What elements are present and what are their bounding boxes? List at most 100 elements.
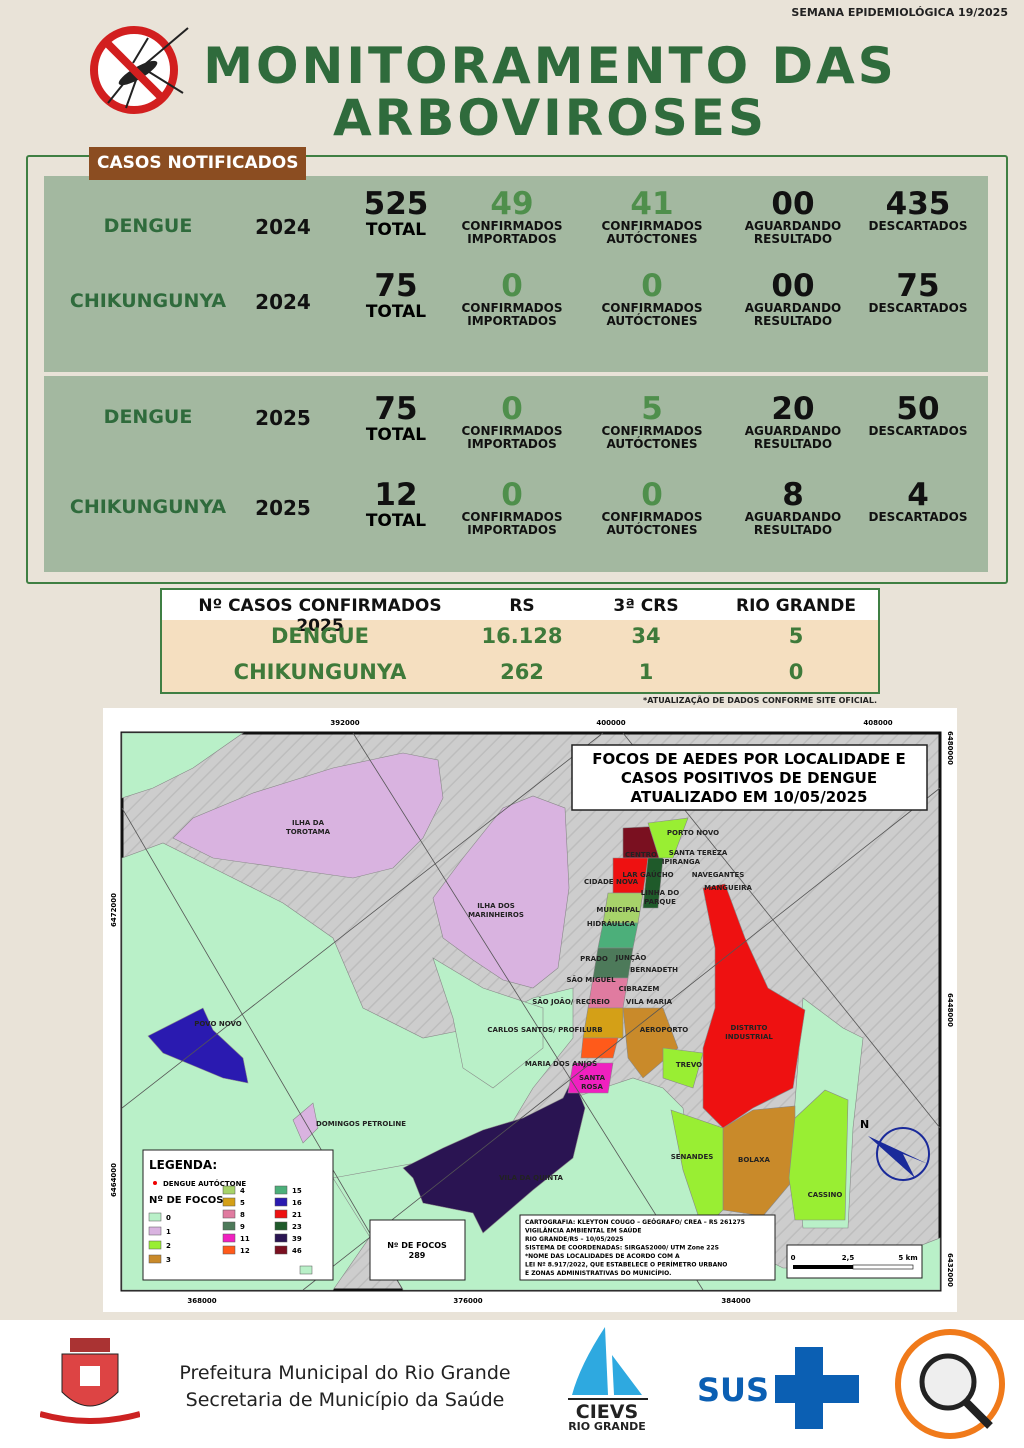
title: MONITORAMENTO DAS ARBOVIROSES [200, 40, 900, 144]
awaiting-value: 8 [782, 477, 804, 513]
credits: CARTOGRAFIA: KLEYTON COUGO – GEÓGRAFO/ C… [525, 1219, 745, 1277]
legend-swatch [222, 1233, 236, 1243]
legend-swatch [148, 1240, 162, 1250]
legend-swatch [274, 1221, 288, 1231]
imported: 0 CONFIRMADOS IMPORTADOS [442, 479, 582, 537]
legend-swatch [274, 1209, 288, 1219]
place-label: MUNICIPAL [596, 906, 640, 914]
coord: 376000 [453, 1297, 482, 1305]
discarded-value: 75 [896, 268, 940, 304]
summary-header: RS [509, 596, 535, 616]
summary-row [162, 620, 878, 656]
total-value: 75 [374, 268, 418, 304]
legend-label: 1 [166, 1228, 171, 1236]
map-title: ATUALIZADO EM 10/05/2025 [631, 788, 868, 806]
scale-bar [852, 1264, 914, 1270]
place-label: ROSA [581, 1083, 603, 1091]
place-label: VILA MARIA [626, 998, 673, 1006]
legend-label: 23 [292, 1223, 302, 1231]
total-label: TOTAL [365, 511, 427, 531]
summary-header: 3ª CRS [613, 596, 679, 616]
north: N [860, 1118, 869, 1131]
awaiting-value: 00 [771, 186, 815, 222]
awaiting: 8 AGUARDANDO RESULTADO [723, 479, 863, 537]
legend-label: 39 [292, 1235, 302, 1243]
map-title: CASOS POSITIVOS DE DENGUE [621, 769, 877, 787]
place-label: MANGUEIRA [704, 884, 752, 892]
cases-panel-2024 [44, 176, 988, 372]
discarded: 75 DESCARTADOS [848, 270, 988, 315]
cievs-name: CIEVS [576, 1401, 638, 1423]
cases-frame [26, 155, 1008, 584]
vigilancia-logo [895, 1329, 1005, 1439]
map-title-box [571, 744, 928, 811]
imported: 0 CONFIRMADOS IMPORTADOS [442, 393, 582, 451]
place-label: PORTO NOVO [667, 829, 719, 837]
place-label: TOROTAMA [286, 828, 331, 836]
focos-label: Nº DE FOCOS [387, 1241, 447, 1250]
place-label: BOLAXA [738, 1156, 771, 1164]
autochthonous-value: 0 [641, 477, 663, 513]
sus-name: SUS [697, 1371, 769, 1409]
place-label: SANTA TEREZA [669, 849, 728, 857]
disease: DENGUE [103, 215, 193, 237]
autochthonous-label: CONFIRMADOS AUTÓCTONES [601, 510, 703, 537]
imported-value: 0 [501, 268, 523, 304]
legend-swatch [148, 1226, 162, 1236]
credit-line: VIGILÂNCIA AMBIENTAL EM SAÚDE [525, 1228, 642, 1235]
cases-badge: CASOS NOTIFICADOS [89, 147, 307, 180]
year: 2025 [255, 406, 311, 430]
autochthonous-label: CONFIRMADOS AUTÓCTONES [601, 424, 703, 451]
summary-cell: DENGUE [271, 624, 369, 648]
total: 75 TOTAL [326, 393, 466, 445]
scale-label: 0 [791, 1254, 796, 1262]
legend-label: 46 [292, 1247, 302, 1255]
legend-box [142, 1149, 334, 1281]
autochthonous-value: 5 [641, 391, 663, 427]
mosquito-icon [90, 26, 189, 114]
coord: 392000 [330, 719, 359, 727]
place-label: INDUSTRIAL [725, 1033, 773, 1041]
autochthonous: 5 CONFIRMADOS AUTÓCTONES [582, 393, 722, 451]
place-label: SANTA [579, 1074, 606, 1082]
coord: 6480000 [946, 731, 954, 765]
place-label: PRADO [580, 955, 608, 963]
imported: 0 CONFIRMADOS IMPORTADOS [442, 270, 582, 328]
legend-swatch [222, 1185, 236, 1195]
total-label: TOTAL [365, 302, 427, 322]
disease: CHIKUNGUNYA [69, 290, 227, 312]
total-label: TOTAL [365, 220, 427, 240]
discarded: 50 DESCARTADOS [848, 393, 988, 438]
summary-cell: CHIKUNGUNYA [233, 660, 407, 684]
place-label: BERNADETH [630, 966, 678, 974]
year: 2024 [255, 290, 311, 314]
place-label: ILHA DA [292, 819, 325, 827]
coord: 6472000 [110, 893, 118, 927]
credit-line: RIO GRANDE/RS – 10/05/2025 [525, 1236, 623, 1243]
disease: CHIKUNGUNYA [69, 496, 227, 518]
place-label: LAR GAÚCHO [622, 870, 673, 879]
sus-logo: SUS [697, 1347, 859, 1429]
legend-title: LEGENDA: [149, 1158, 217, 1172]
legend-swatch [274, 1233, 288, 1243]
imported-value: 0 [501, 477, 523, 513]
credit-line: CARTOGRAFIA: KLEYTON COUGO – GEÓGRAFO/ C… [525, 1219, 745, 1226]
imported: 49 CONFIRMADOS IMPORTADOS [442, 188, 582, 246]
place-label: MARINHEIROS [468, 911, 524, 919]
total-label: TOTAL [365, 425, 427, 445]
map-title: FOCOS DE AEDES POR LOCALIDADE E [592, 750, 906, 768]
total: 525 TOTAL [326, 188, 466, 240]
imported-label: CONFIRMADOS IMPORTADOS [461, 219, 563, 246]
place-label: POVO NOVO [194, 1020, 241, 1028]
autochthonous-label: CONFIRMADOS AUTÓCTONES [601, 219, 703, 246]
awaiting-value: 20 [771, 391, 815, 427]
place-label: CASSINO [808, 1191, 843, 1199]
title-line: MONITORAMENTO DAS [203, 37, 897, 95]
summary-cell: 16.128 [481, 624, 563, 648]
disease: DENGUE [103, 406, 193, 428]
place-label: DOMINGOS PETROLINE [316, 1120, 406, 1128]
legend-case: DENGUE AUTÓCTONE [163, 1179, 246, 1188]
credit-line: SISTEMA DE COORDENADAS: SIRGAS2000/ UTM … [525, 1245, 719, 1252]
